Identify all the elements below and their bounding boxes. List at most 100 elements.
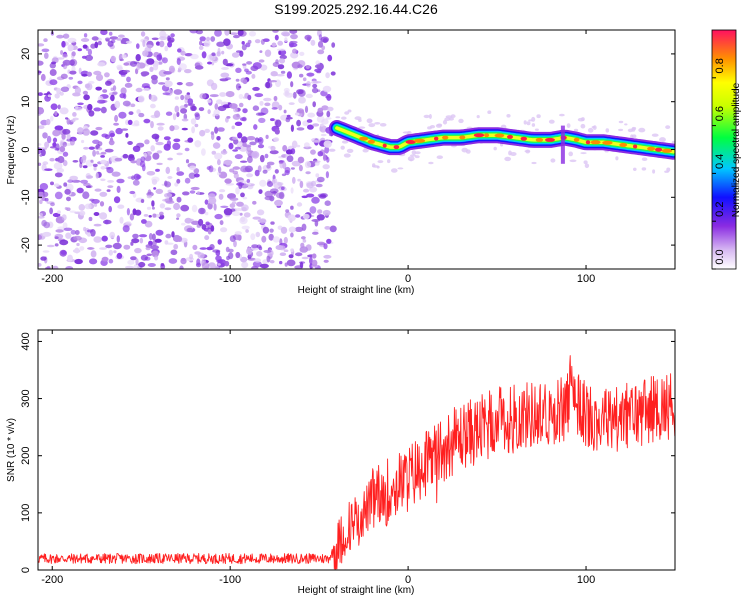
noise-speck xyxy=(123,62,130,66)
noise-speck xyxy=(322,209,331,216)
noise-speck xyxy=(241,204,249,212)
noise-speck xyxy=(231,201,237,205)
noise-speck xyxy=(435,123,442,128)
noise-speck xyxy=(82,191,90,199)
noise-speck xyxy=(167,189,172,194)
noise-speck xyxy=(188,172,196,179)
noise-speck xyxy=(311,253,317,259)
noise-speck xyxy=(442,119,448,125)
noise-speck xyxy=(414,155,420,159)
noise-speck xyxy=(254,39,261,44)
noise-speck xyxy=(41,48,50,53)
noise-speck xyxy=(95,126,103,131)
noise-speck xyxy=(45,118,51,126)
noise-speck xyxy=(165,77,170,81)
noise-speck xyxy=(181,118,189,122)
noise-speck xyxy=(66,133,71,140)
noise-speck xyxy=(151,206,155,210)
noise-speck xyxy=(624,123,628,126)
noise-speck xyxy=(168,258,178,264)
noise-speck xyxy=(189,165,197,171)
noise-speck xyxy=(150,245,160,250)
noise-speck xyxy=(618,128,624,132)
noise-speck xyxy=(312,83,318,89)
noise-speck xyxy=(252,260,262,268)
noise-speck xyxy=(219,220,224,226)
noise-speck xyxy=(222,104,232,109)
noise-speck xyxy=(181,222,186,226)
noise-speck xyxy=(104,148,114,153)
noise-speck xyxy=(271,42,277,47)
noise-speck xyxy=(225,91,235,98)
noise-speck xyxy=(191,126,196,134)
noise-speck xyxy=(80,156,87,164)
noise-speck xyxy=(192,244,198,250)
noise-speck xyxy=(155,229,164,236)
noise-speck xyxy=(301,236,306,240)
noise-speck xyxy=(127,119,133,125)
noise-speck xyxy=(253,124,258,130)
noise-speck xyxy=(180,204,190,212)
noise-speck xyxy=(138,112,145,118)
noise-speck xyxy=(216,259,224,263)
noise-speck xyxy=(296,202,303,207)
noise-speck xyxy=(167,41,173,48)
noise-speck xyxy=(155,168,160,172)
noise-speck xyxy=(136,43,140,49)
noise-speck xyxy=(126,208,130,216)
noise-speck xyxy=(83,226,87,232)
noise-speck xyxy=(150,74,158,81)
noise-speck xyxy=(414,151,421,155)
colorbar-tick-label: 0.0 xyxy=(714,249,726,264)
noise-speck xyxy=(122,225,130,233)
noise-speck xyxy=(52,212,61,218)
noise-speck xyxy=(55,229,64,233)
noise-speck xyxy=(305,171,311,175)
noise-speck xyxy=(39,213,43,217)
noise-speck xyxy=(40,256,47,261)
noise-speck xyxy=(314,64,321,69)
noise-speck xyxy=(203,40,211,48)
noise-speck xyxy=(299,51,305,57)
noise-speck xyxy=(407,156,415,162)
noise-speck xyxy=(220,72,230,78)
noise-speck xyxy=(281,173,286,177)
noise-speck xyxy=(99,212,108,220)
noise-speck xyxy=(41,149,46,157)
noise-speck xyxy=(191,204,198,213)
noise-speck xyxy=(145,151,152,156)
noise-speck xyxy=(240,160,248,163)
noise-speck xyxy=(42,161,49,165)
noise-speck xyxy=(125,40,132,44)
noise-speck xyxy=(255,231,261,238)
noise-speck xyxy=(88,80,95,84)
noise-speck xyxy=(257,138,262,142)
colorbar-tick-label: 0.2 xyxy=(714,202,726,217)
signal-hotspot xyxy=(633,144,638,149)
noise-speck xyxy=(116,178,125,184)
noise-speck xyxy=(39,199,43,205)
spectrogram-y-tick-label: -10 xyxy=(20,189,32,205)
noise-speck xyxy=(247,94,252,101)
noise-speck xyxy=(290,187,294,194)
noise-speck xyxy=(627,128,634,133)
noise-speck xyxy=(100,166,106,170)
noise-speck xyxy=(199,36,206,42)
signal-hotspot xyxy=(590,140,601,145)
noise-speck xyxy=(184,147,190,152)
noise-speck xyxy=(259,263,269,269)
noise-speck xyxy=(167,176,173,179)
noise-speck xyxy=(105,166,111,170)
noise-speck xyxy=(317,151,324,157)
noise-speck xyxy=(63,227,73,231)
noise-speck xyxy=(213,203,217,211)
noise-speck xyxy=(39,183,49,191)
noise-speck xyxy=(270,188,279,194)
noise-speck xyxy=(264,102,271,107)
noise-speck xyxy=(245,229,249,233)
noise-speck xyxy=(320,123,324,127)
noise-speck xyxy=(151,233,156,241)
noise-speck xyxy=(218,193,224,200)
signal-hotspot xyxy=(494,133,505,138)
spectrogram-x-tick-label: 0 xyxy=(405,273,411,285)
